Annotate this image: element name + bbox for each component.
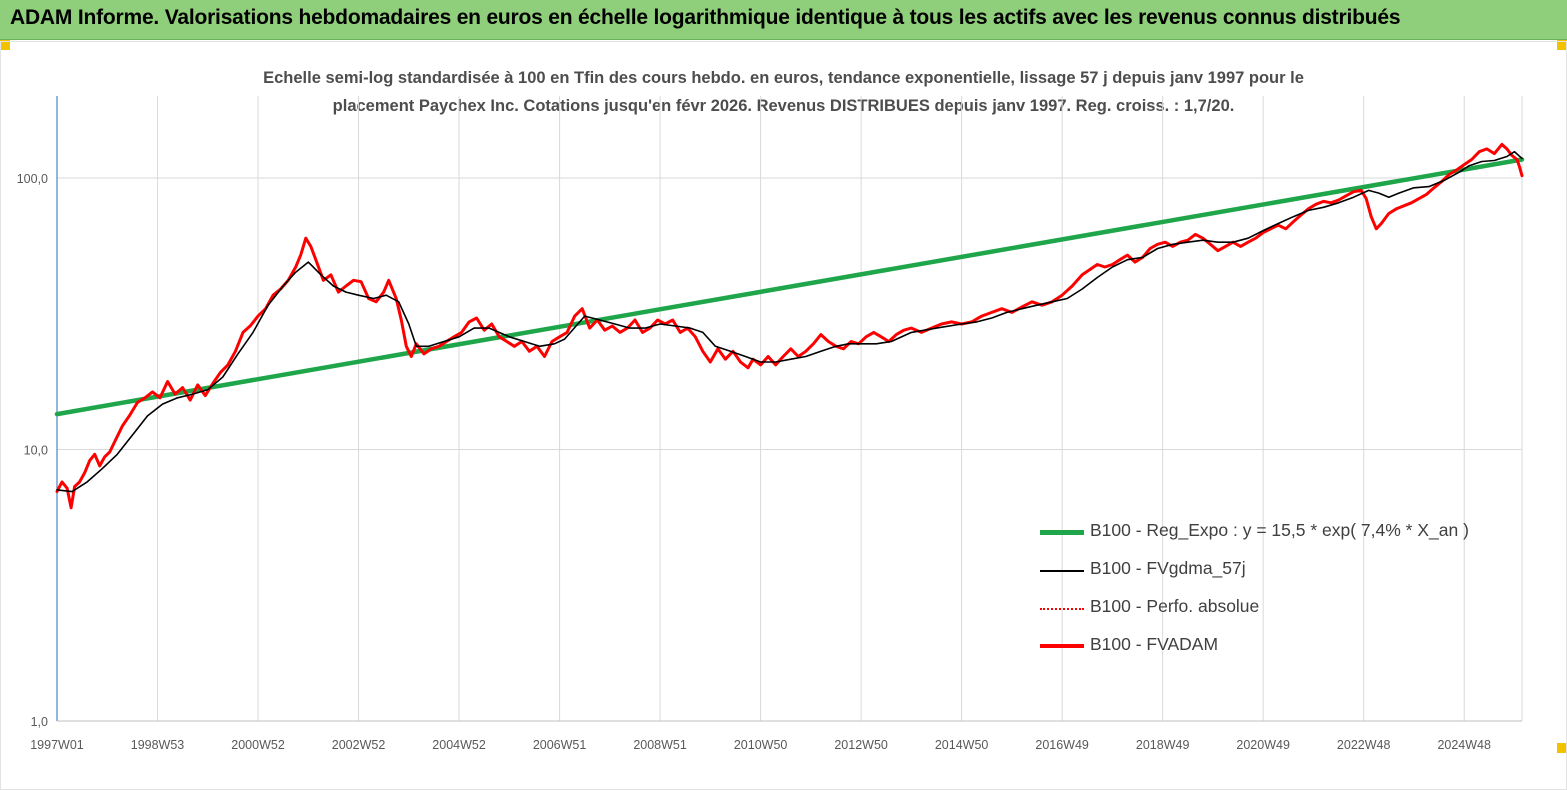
x-tick-label: 2018W49: [1136, 738, 1190, 752]
series-line-fvgdma: [56, 150, 1523, 493]
x-tick-label: 1998W53: [131, 738, 185, 752]
x-tick-label: 2012W50: [834, 738, 888, 752]
legend-swatch-fvadam: [1040, 644, 1084, 648]
legend-swatch-reg-expo: [1040, 530, 1084, 535]
corner-marker-top-left: [0, 40, 10, 50]
corner-marker-bottom-right: [1557, 743, 1567, 753]
legend-label-perfo-absolue: B100 - Perfo. absolue: [1090, 596, 1260, 616]
legend-swatch-perfo-absolue: [1040, 608, 1084, 610]
series-line-reg-expo: [54, 157, 1525, 417]
legend-label-fvgdma: B100 - FVgdma_57j: [1090, 558, 1246, 578]
chart-title-line-2: placement Paychex Inc. Cotations jusqu'e…: [332, 97, 1235, 115]
x-tick-label: 1997W01: [30, 738, 84, 752]
x-tick-label: 2014W50: [935, 738, 989, 752]
report-title: ADAM Informe. Valorisations hebdomadaire…: [10, 6, 1401, 29]
x-tick-label: 2004W52: [432, 738, 486, 752]
chart-title-line-1: Echelle semi-log standardisée à 100 en T…: [263, 69, 1304, 87]
x-tick-label: 2022W48: [1337, 738, 1391, 752]
legend-label-reg-expo: B100 - Reg_Expo : y = 15,5 * exp( 7,4% *…: [1090, 520, 1469, 540]
legend-swatch-fvgdma: [1040, 570, 1084, 572]
x-tick-label: 2010W50: [734, 738, 788, 752]
y-tick-label: 10,0: [24, 444, 48, 458]
x-tick-label: 2024W48: [1437, 738, 1491, 752]
x-tick-label: 2006W51: [533, 738, 587, 752]
y-tick-label: 100,0: [17, 172, 48, 186]
corner-marker-top-right: [1557, 40, 1567, 50]
legend-label-fvadam: B100 - FVADAM: [1090, 634, 1219, 654]
x-tick-label: 2016W49: [1035, 738, 1089, 752]
x-tick-label: 2002W52: [332, 738, 386, 752]
y-tick-label: 1,0: [31, 715, 48, 729]
title-banner: ADAM Informe. Valorisations hebdomadaire…: [0, 0, 1567, 40]
x-tick-label: 2000W52: [231, 738, 285, 752]
x-tick-label: 2008W51: [633, 738, 687, 752]
x-tick-label: 2020W49: [1236, 738, 1290, 752]
